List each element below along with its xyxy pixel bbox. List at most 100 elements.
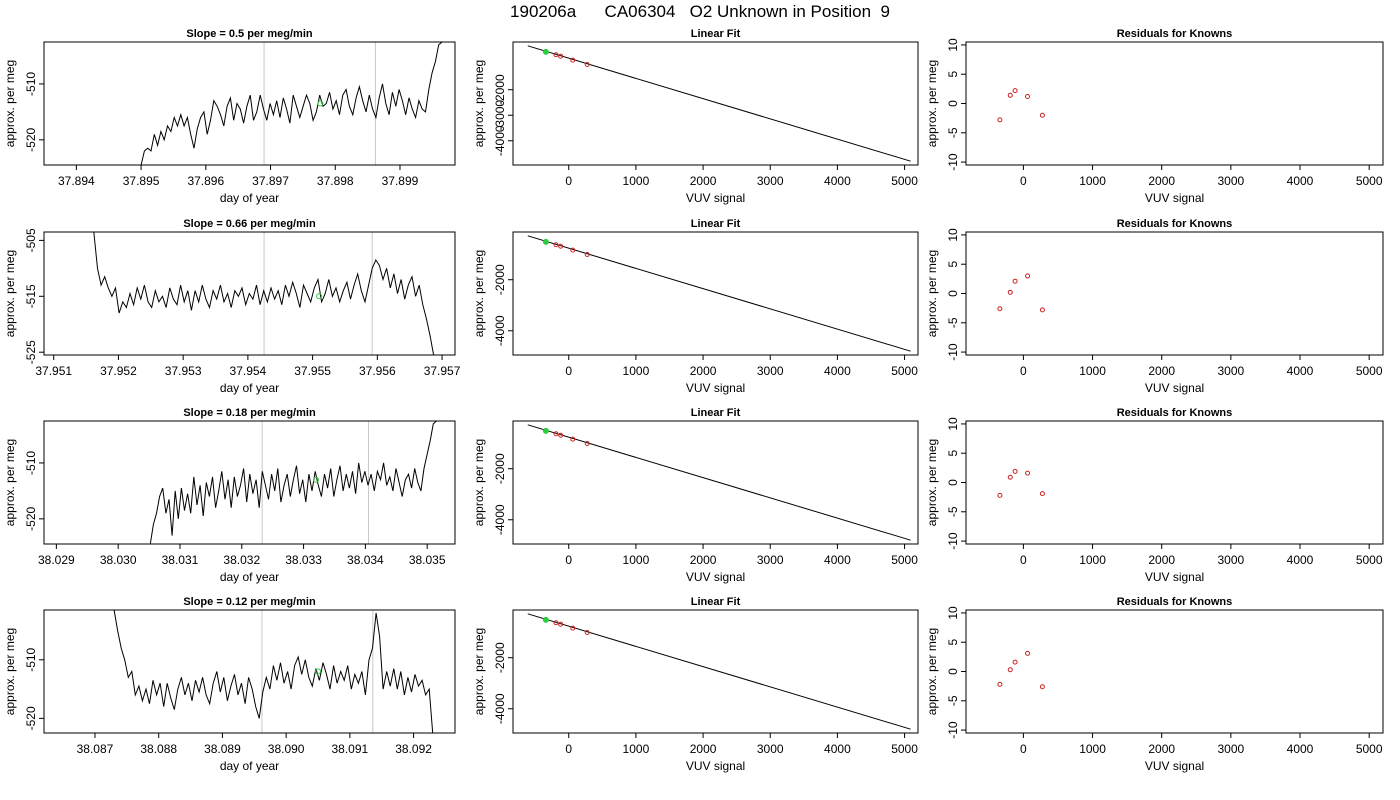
x-tick-label: 3000 [1218,174,1245,188]
x-tick-label: 37.894 [58,174,95,188]
data-series-line [93,232,435,355]
y-tick-label: -515 [24,284,38,308]
y-tick-label: -505 [24,228,38,252]
x-tick-label: 0 [565,174,572,188]
x-tick-label: 1000 [1079,742,1106,756]
x-tick-label: 38.034 [347,553,384,567]
known-point [584,251,590,257]
chart-panel: Linear Fit 0 1000 2000 3000 4000 5000 -2000 -400… [472,596,919,773]
y-tick-label: -3000 [493,100,507,131]
plot-frame [512,231,919,356]
unknown-marker [317,100,324,107]
x-axis-label: day of year [220,759,279,773]
x-axis-label: VUV signal [686,191,745,205]
data-series-line [149,421,437,544]
residual-point [1007,474,1013,480]
residual-point [1012,278,1018,284]
y-tick-label: -520 [24,706,38,730]
x-tick-label: 37.957 [424,364,461,378]
known-point [584,440,590,446]
plot-frame [512,420,919,545]
fit-line [527,45,911,162]
x-tick-label: 0 [565,742,572,756]
y-tick-label: -10 [946,153,960,171]
plot-frame [965,609,1384,734]
residual-point [1007,667,1013,673]
y-tick-label: -510 [24,72,38,96]
residual-point [1025,650,1031,656]
x-axis-label: VUV signal [686,381,745,395]
residual-point [1012,659,1018,665]
x-tick-label: 38.092 [395,742,432,756]
x-tick-label: 3000 [1218,364,1245,378]
x-tick-label: 4000 [824,553,851,567]
x-tick-label: 38.090 [268,742,305,756]
data-series-line [140,42,443,165]
fit-line [527,235,911,352]
x-tick-label: 1000 [623,364,650,378]
residual-point [1025,93,1031,99]
residual-point [1025,273,1031,279]
chart-panel: Slope = 0.18 per meg/min 38.029 38.030 38.0… [3,407,456,584]
plot-frame [965,231,1384,356]
y-tick-label: -5 [946,695,960,706]
panel-title: Residuals for Knowns [1117,218,1233,230]
panel-title: Linear Fit [691,28,741,40]
x-tick-label: 2000 [1148,174,1175,188]
x-tick-label: 0 [1020,364,1027,378]
page-title: 190206a CA06304 O2 Unknown in Position 9 [510,2,890,21]
y-tick-label: -4000 [493,693,507,724]
plot-frame [965,41,1384,166]
residual-point [1007,92,1013,98]
y-axis-label: approx. per meg [3,628,17,715]
residual-point [997,492,1003,498]
known-point [558,243,564,249]
x-tick-label: 5000 [1356,364,1383,378]
x-tick-label: 4000 [1287,174,1314,188]
x-tick-label: 3000 [757,174,784,188]
residual-point [1039,491,1045,497]
panel-title: Residuals for Knowns [1117,596,1233,608]
fit-line [527,424,911,541]
fit-line [527,613,911,730]
plot-frame [512,609,919,734]
y-tick-label: -2000 [493,642,507,673]
x-tick-label: 4000 [1287,364,1314,378]
residual-point [1039,307,1045,313]
x-tick-label: 5000 [1356,553,1383,567]
panel-title: Residuals for Knowns [1117,28,1233,40]
residual-point [1039,112,1045,118]
y-tick-label: -5 [946,127,960,138]
plot-frame [43,231,456,356]
x-axis-label: VUV signal [1145,191,1204,205]
x-tick-label: 3000 [757,364,784,378]
y-tick-label: -5 [946,317,960,328]
chart-panel: Linear Fit 0 1000 2000 3000 4000 5000 -2000-300… [472,28,919,205]
y-tick-label: -2000 [493,264,507,295]
y-axis-label: approx. per meg [3,250,17,337]
x-tick-label: 2000 [690,364,717,378]
x-tick-label: 38.032 [223,553,260,567]
x-tick-label: 37.953 [165,364,202,378]
y-axis-label: approx. per meg [925,439,939,526]
x-tick-label: 38.029 [38,553,75,567]
unknown-marker [316,293,323,300]
chart-panel: Slope = 0.12 per meg/min 38.087 38.088 38.0… [3,596,456,773]
x-axis-label: VUV signal [1145,570,1204,584]
x-tick-label: 2000 [690,174,717,188]
x-tick-label: 3000 [1218,742,1245,756]
panel-title: Linear Fit [691,407,741,419]
y-tick-label: -510 [24,647,38,671]
x-tick-label: 0 [565,364,572,378]
x-tick-label: 37.895 [123,174,160,188]
x-tick-label: 5000 [891,742,918,756]
unknown-point [542,427,549,434]
known-point [558,621,564,627]
known-point [584,61,590,67]
known-point [553,620,559,626]
y-tick-label: 10 [946,38,960,52]
x-tick-label: 2000 [1148,364,1175,378]
y-tick-label: -2000 [493,74,507,105]
known-point [553,431,559,437]
x-tick-label: 4000 [824,742,851,756]
